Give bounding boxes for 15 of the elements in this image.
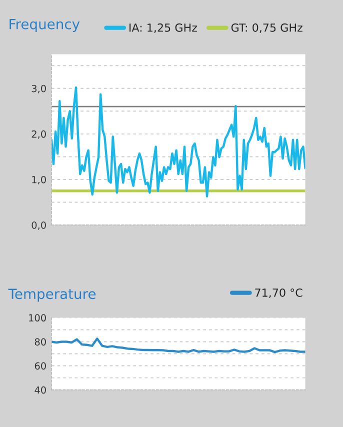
chart-title: Temperature — [8, 288, 96, 302]
legend-label: 71,70 °C — [255, 288, 302, 298]
y-tick-label: 1,0 — [32, 176, 46, 184]
y-tick-label: 100 — [29, 314, 46, 322]
y-tick-label: 60 — [34, 362, 46, 370]
y-tick-label: 40 — [34, 386, 46, 394]
y-tick-label: 2,0 — [32, 130, 46, 139]
line-series — [51, 338, 306, 354]
chart-title: Frequency — [10, 19, 80, 32]
y-tick-label: 80 — [34, 338, 46, 346]
y-tick-label: 3,0 — [32, 84, 46, 94]
legend-label: IA: 1,25 GHz — [130, 23, 197, 33]
y-tick-label: 0,0 — [32, 222, 46, 230]
line-series — [51, 86, 306, 198]
legend-label: GT: 0,75 GHz — [231, 23, 302, 33]
